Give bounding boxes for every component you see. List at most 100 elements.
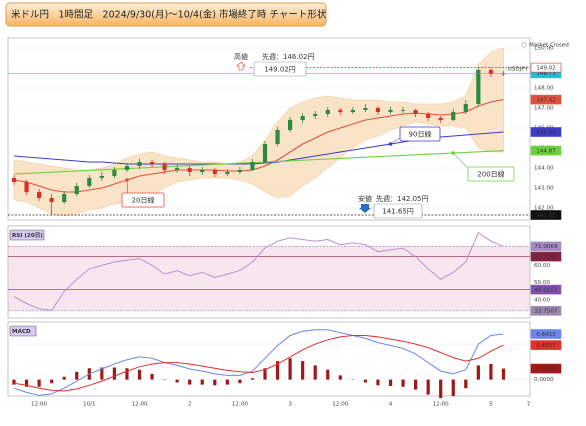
indicator-line — [13, 231, 504, 311]
histogram-bar — [414, 379, 418, 390]
indicator-line — [13, 335, 504, 392]
histogram-bar — [225, 379, 229, 385]
candle-body — [288, 120, 293, 130]
x-tick-label: 3 — [288, 402, 292, 408]
y-tick-label: 50.00 — [534, 280, 550, 286]
candle-body — [200, 170, 205, 172]
y-tick-label: 148.00 — [534, 86, 554, 92]
candle-body — [187, 168, 192, 172]
candle-body — [262, 144, 268, 162]
x-tick-label: 12:00 — [232, 402, 249, 408]
chart-title: 米ドル円 1時間足 2024/9/30(月)〜10/4(金) 市場終了時 チャー… — [11, 9, 327, 21]
candle-body — [363, 108, 368, 110]
histogram-bar — [401, 379, 405, 387]
title-box — [5, 2, 327, 27]
candle-body — [87, 178, 92, 186]
high-label: 高値 — [234, 52, 248, 61]
histogram-bar — [439, 379, 443, 399]
price-tag — [530, 127, 562, 137]
histogram-bar — [489, 363, 493, 380]
histogram-bar — [501, 368, 506, 380]
candle-body — [49, 198, 54, 202]
price-tag — [530, 210, 562, 220]
histogram-bar — [24, 379, 29, 387]
histogram-bar — [137, 369, 142, 380]
x-tick-label: 7 — [527, 402, 531, 408]
price-tag — [530, 306, 562, 316]
candle-body — [62, 194, 67, 202]
price-tag-label: 0.6413 — [536, 332, 556, 338]
histogram-bar — [238, 379, 242, 384]
callout-dot — [388, 142, 393, 146]
histogram-bar — [150, 373, 154, 380]
indicator-title: MACD — [12, 329, 31, 335]
price-tag-label: 71.0069 — [534, 244, 558, 250]
moving-average-line — [13, 99, 504, 193]
price-tag — [530, 329, 562, 339]
price-tag — [530, 340, 562, 350]
histogram-bar — [451, 379, 455, 396]
candle-body — [488, 70, 493, 74]
price-tag-label: 141.65 — [536, 213, 556, 219]
price-tag-label: 0.4857 — [536, 343, 556, 349]
candle-body — [300, 116, 305, 120]
candle-body — [162, 164, 167, 170]
callout-dot — [451, 151, 456, 155]
histogram-bar — [12, 379, 16, 385]
candle-body — [124, 166, 130, 170]
candle-body — [24, 182, 29, 192]
price-tag — [530, 363, 562, 374]
panel-frame — [7, 321, 531, 397]
candle-body — [275, 130, 280, 144]
x-tick-label: 4 — [389, 402, 393, 408]
x-tick-label: 12:00 — [433, 402, 450, 408]
candle-body — [413, 110, 418, 114]
candle-body — [137, 162, 142, 166]
histogram-bar — [376, 379, 380, 386]
candle-body — [237, 170, 242, 172]
histogram-bar — [275, 361, 280, 380]
price-tag-label: 65.1249 — [534, 254, 558, 260]
histogram-bar — [301, 361, 305, 380]
candle-body — [476, 70, 481, 104]
histogram-bar — [288, 358, 292, 380]
price-tag-label: 145.80 — [536, 130, 556, 136]
histogram-bar — [313, 365, 317, 380]
histogram-bar — [250, 378, 255, 380]
candle-body — [463, 104, 468, 112]
callout-box — [121, 192, 165, 208]
histogram-bar — [50, 379, 54, 384]
low-arrow — [359, 204, 371, 213]
candle-body — [350, 110, 355, 112]
histogram-bar — [263, 368, 267, 380]
callout-box — [399, 126, 441, 142]
x-tick-label: 12:00 — [131, 402, 148, 408]
high-previous: 先週：146.02円 — [262, 52, 315, 61]
callout-label: 20日線 — [132, 196, 155, 205]
y-tick-label: 144.00 — [534, 166, 554, 172]
price-tag-label: 0.1556 — [536, 366, 556, 372]
candle-body — [112, 170, 117, 176]
indicator-line — [13, 329, 504, 396]
callout-dot — [125, 178, 129, 182]
histogram-bar — [37, 379, 41, 387]
histogram-bar — [200, 379, 204, 385]
callout-label: 200日線 — [477, 170, 504, 179]
y-tick-label: 40.00 — [534, 298, 550, 304]
status-label: Market Closed — [529, 43, 569, 49]
y-tick-label: 60.00 — [534, 263, 550, 269]
price-tag — [530, 62, 562, 73]
y-tick-label: 143.00 — [534, 186, 554, 192]
price-tag — [530, 241, 562, 252]
candle-body — [149, 162, 155, 164]
price-tag — [530, 145, 562, 156]
x-tick-label: 12:00 — [31, 402, 48, 408]
high-box — [253, 61, 307, 77]
price-tag-label: 33.7507 — [534, 309, 558, 315]
histogram-bar — [326, 369, 330, 380]
histogram-bar — [388, 379, 393, 387]
callout-box — [467, 166, 515, 182]
histogram-bar — [426, 379, 430, 395]
callout-label: 90日線 — [409, 130, 432, 139]
price-tag-label: 149.02 — [536, 65, 556, 71]
